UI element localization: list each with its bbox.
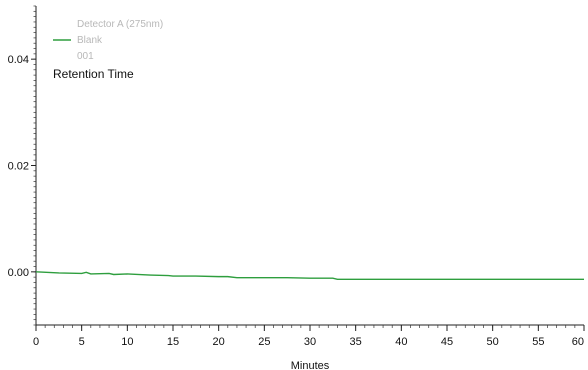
y-ticks: 0.00 0.02 0.04 xyxy=(8,54,36,279)
x-axis-title: Minutes xyxy=(291,360,330,370)
x-tick-label: 60 xyxy=(572,336,584,348)
legend-series-label: Blank xyxy=(77,35,103,46)
x-tick-label: 40 xyxy=(395,336,407,348)
x-tick-label: 30 xyxy=(304,336,316,348)
legend-run-id: 001 xyxy=(77,51,94,62)
retention-time-annotation: Retention Time xyxy=(53,67,134,81)
y-tick-label: 0.02 xyxy=(8,161,29,173)
x-tick-label: 5 xyxy=(79,336,85,348)
x-tick-label: 20 xyxy=(213,336,225,348)
x-tick-label: 15 xyxy=(167,336,179,348)
x-tick-label: 55 xyxy=(532,336,544,348)
x-tick-label: 25 xyxy=(258,336,270,348)
series-line-blank xyxy=(35,271,584,280)
y-tick-label: 0.00 xyxy=(8,267,29,279)
legend-detector: Detector A (275nm) xyxy=(77,19,163,30)
y-tick-label: 0.04 xyxy=(8,54,29,66)
legend: Detector A (275nm) Blank 001 xyxy=(53,19,163,62)
x-tick-label: 50 xyxy=(487,336,499,348)
x-ticks: 0 5 10 15 20 25 30 35 40 45 50 55 60 xyxy=(33,325,585,348)
x-tick-label: 10 xyxy=(121,336,133,348)
x-tick-label: 45 xyxy=(441,336,453,348)
x-tick-label: 35 xyxy=(350,336,362,348)
x-tick-label: 0 xyxy=(33,336,39,348)
